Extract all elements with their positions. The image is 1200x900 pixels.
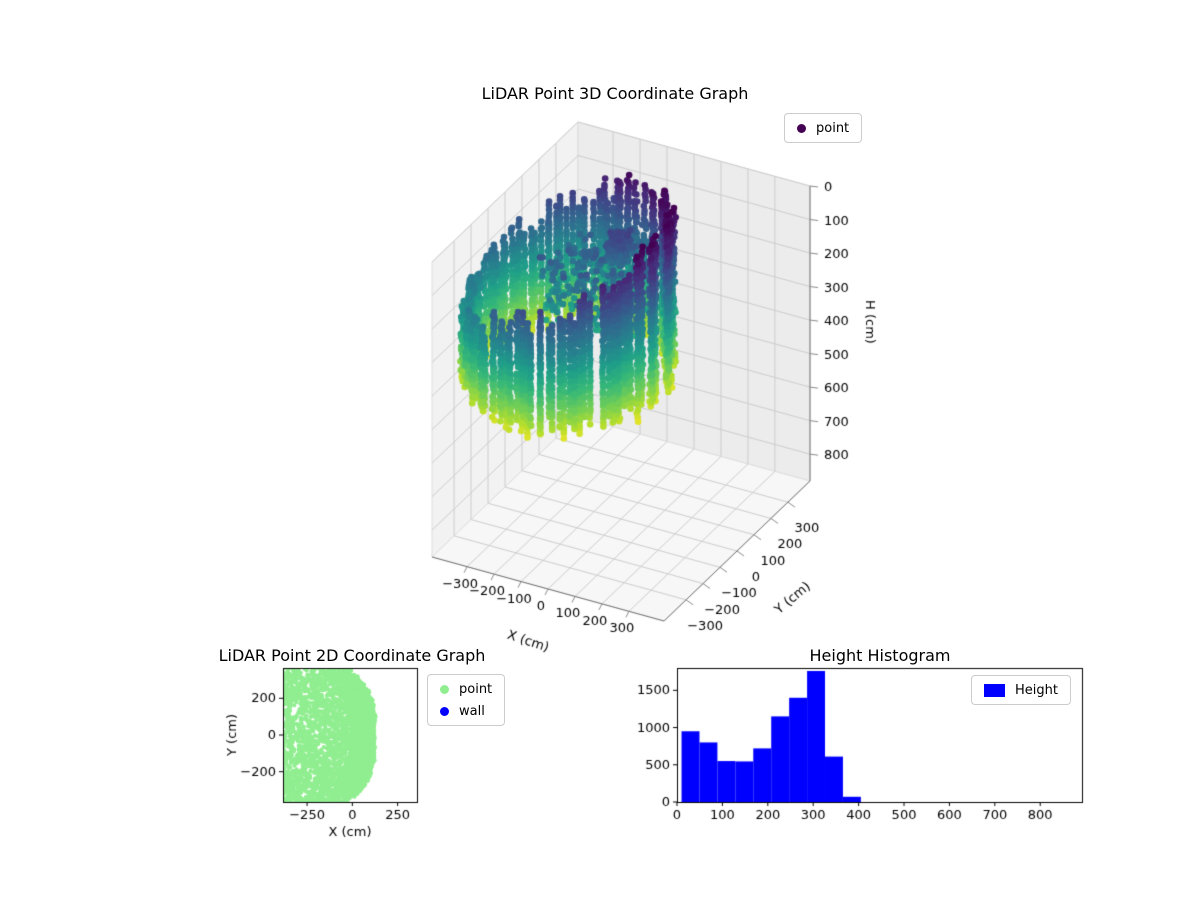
histogram-title: Height Histogram — [809, 646, 951, 665]
chart3d-title: LiDAR Point 3D Coordinate Graph — [481, 84, 749, 103]
wall-marker-icon — [440, 706, 449, 716]
legend-label-point-3d: point — [816, 120, 850, 136]
chart3d-legend: point — [784, 113, 863, 143]
height-patch-icon — [984, 683, 1005, 697]
legend-label-wall: wall — [459, 703, 485, 719]
legend-item-point-2d: point — [440, 680, 492, 698]
chart2d-legend: point wall — [427, 674, 506, 726]
legend-label-point-2d: point — [459, 681, 493, 697]
legend-item-height: Height — [984, 681, 1058, 699]
legend-label-height: Height — [1015, 682, 1058, 698]
point-marker-icon — [797, 123, 806, 133]
point-marker-icon — [440, 684, 449, 694]
chart2d-title: LiDAR Point 2D Coordinate Graph — [218, 646, 486, 665]
legend-item-point-3d: point — [797, 119, 849, 137]
histogram-legend: Height — [971, 675, 1071, 705]
legend-item-wall: wall — [440, 702, 492, 720]
